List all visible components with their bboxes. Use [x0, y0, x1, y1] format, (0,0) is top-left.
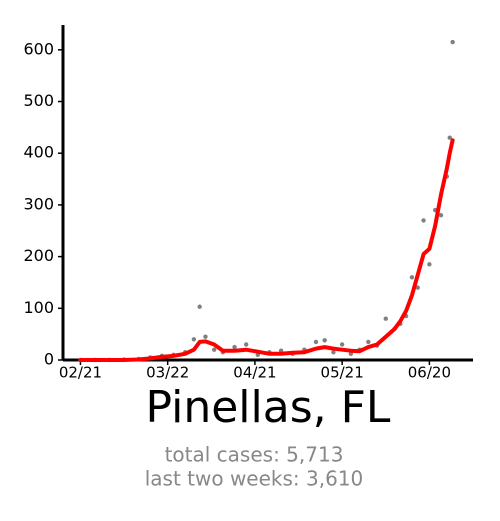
y-tick-label: 300 — [23, 194, 54, 213]
data-point — [243, 342, 249, 347]
y-tick-label: 0 — [44, 350, 54, 369]
data-point — [438, 213, 444, 218]
data-point — [447, 135, 452, 140]
data-point — [212, 347, 217, 352]
y-tick-label: 400 — [23, 143, 54, 162]
y-tick-label: 200 — [23, 246, 54, 265]
x-tick-label: 06/20 — [408, 364, 451, 382]
data-point — [450, 39, 455, 45]
total-cases: total cases: 5,713 — [165, 443, 344, 467]
data-point — [409, 275, 415, 280]
y-tick-label: 100 — [23, 298, 54, 317]
data-point — [383, 316, 388, 321]
trend-line — [78, 138, 455, 362]
data-point — [415, 285, 420, 290]
data-point — [322, 338, 327, 343]
data-point — [331, 350, 336, 355]
data-point — [232, 344, 237, 350]
data-point — [421, 218, 426, 223]
data-point — [203, 334, 208, 339]
data-point — [197, 304, 202, 309]
data-point — [313, 339, 319, 345]
data-point — [366, 339, 371, 345]
chart-title: Pinellas, FL — [146, 382, 391, 433]
data-point — [339, 342, 345, 347]
x-tick-label: 03/22 — [146, 364, 189, 382]
data-point — [427, 262, 432, 267]
last-two-weeks: last two weeks: 3,610 — [145, 467, 364, 491]
data-point — [191, 337, 197, 342]
y-tick-label: 600 — [23, 39, 54, 58]
x-tick-label: 05/21 — [321, 364, 364, 382]
y-tick-label: 500 — [23, 91, 54, 110]
x-tick-label: 02/21 — [59, 364, 102, 382]
x-tick-label: 04/21 — [233, 364, 276, 382]
